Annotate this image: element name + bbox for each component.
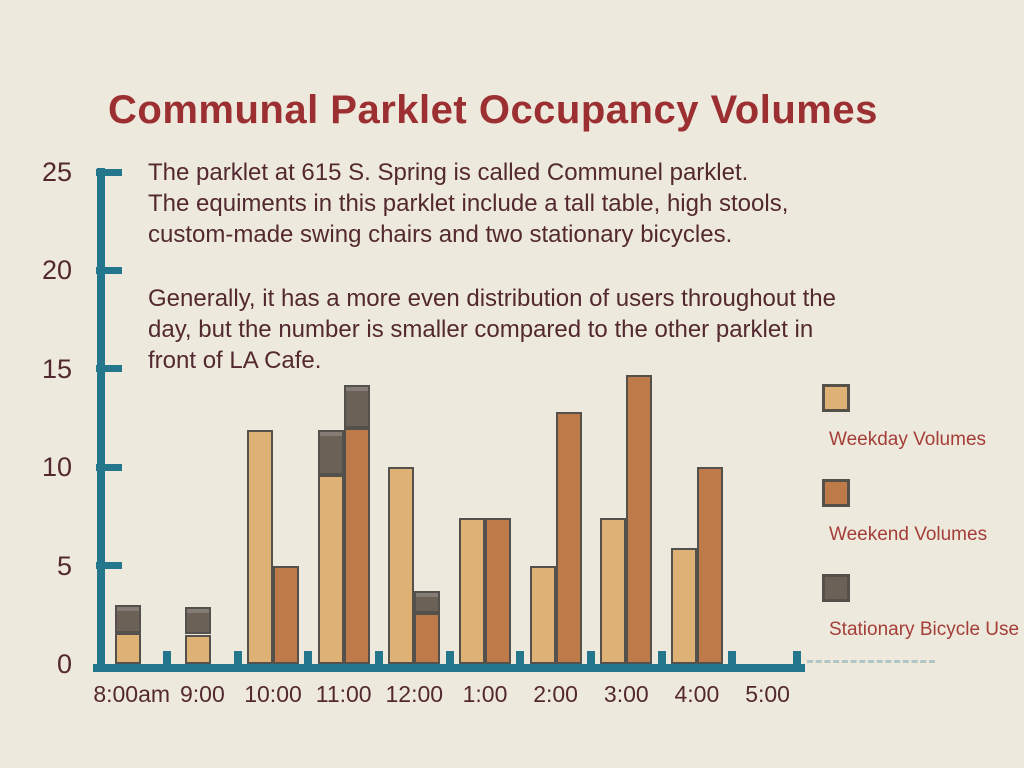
bar-weekday-900 (185, 634, 212, 664)
x-axis-tick (445, 651, 454, 664)
bar-bicycle-on-weekday-900 (185, 606, 212, 635)
legend-item-weekend-volumes: Weekend Volumes (822, 479, 1024, 549)
bar-weekday-1000 (247, 429, 273, 664)
x-axis (93, 664, 805, 672)
bar-bicycle-on-weekend-1100 (343, 384, 370, 428)
x-axis-label: 2:00 (533, 681, 578, 707)
bar-weekend-1200 (414, 612, 441, 664)
bar-weekend-400 (696, 467, 723, 664)
chart-title: Communal Parklet Occupancy Volumes (108, 88, 878, 132)
y-axis-tick (96, 168, 122, 176)
legend-swatch (822, 479, 850, 507)
x-axis-label: 3:00 (603, 681, 649, 707)
bar-weekend-1100 (343, 427, 370, 664)
bar-weekday-200 (529, 565, 556, 664)
x-axis-label: 1:00 (462, 681, 508, 707)
x-axis-tick (375, 651, 383, 664)
x-axis-tick (586, 651, 595, 664)
y-axis-label: 25 (41, 157, 72, 187)
annotation-line: Generally, it has a more even distributi… (148, 285, 836, 312)
y-axis-label: 10 (41, 452, 72, 483)
legend-item-weekday-volumes: Weekday Volumes (822, 384, 1024, 454)
y-axis-tick (96, 562, 122, 570)
x-axis-label: 4:00 (674, 681, 720, 707)
legend-item-stationary-bicycle-use: Stationary Bicycle Use (822, 574, 1024, 644)
legend-label: Stationary Bicycle Use (829, 619, 1020, 640)
x-axis-tick (163, 651, 171, 664)
bar-weekday-1100 (317, 475, 344, 664)
x-axis-label: 8:00am (93, 681, 171, 707)
bar-bicycle-on-weekday-800am (114, 605, 141, 633)
x-axis-tick (233, 651, 242, 664)
y-axis-tick (96, 365, 122, 373)
legend-label: Weekend Volumes (829, 524, 988, 545)
annotation-line: The parklet at 615 S. Spring is called C… (148, 159, 749, 186)
y-axis-label: 20 (41, 255, 72, 286)
bar-weekday-1200 (388, 467, 415, 664)
annotation-paragraph-1: The parklet at 615 S. Spring is called C… (148, 157, 788, 250)
bar-weekend-200 (555, 412, 582, 664)
bar-weekend-1000 (273, 565, 299, 664)
x-axis-tick (657, 651, 666, 664)
x-axis-tick (304, 651, 313, 664)
x-axis-label: 10:00 (244, 681, 302, 707)
y-axis-label: 5 (56, 550, 72, 581)
x-axis-tick (793, 651, 801, 664)
annotation-line: front of LA Cafe. (148, 347, 322, 374)
bar-bicycle-on-weekday-1100 (317, 429, 344, 476)
x-axis-label: 12:00 (385, 681, 444, 707)
bar-weekday-800am (114, 632, 141, 664)
annotation-line: The equiments in this parklet include a … (148, 190, 789, 217)
y-axis-tick (96, 266, 122, 274)
legend-swatch (822, 384, 850, 412)
x-axis-label: 5:00 (745, 681, 790, 707)
y-axis-label: 15 (41, 353, 72, 384)
x-axis-tick (516, 651, 525, 664)
y-axis-label: 0 (56, 649, 72, 679)
annotation-line: day, but the number is smaller compared … (148, 316, 814, 343)
y-axis (97, 168, 105, 672)
x-axis-label: 11:00 (315, 681, 372, 707)
x-axis-tick (728, 651, 737, 664)
x-axis-label: 9:00 (180, 681, 225, 707)
bar-weekend-100 (485, 518, 511, 664)
bar-weekend-300 (626, 374, 653, 664)
bar-weekday-100 (459, 518, 485, 664)
y-axis-tick (96, 463, 122, 471)
bar-weekday-300 (600, 518, 627, 664)
x-axis-dashed-extension (807, 660, 935, 663)
annotation-line: custom-made swing chairs and two station… (148, 221, 733, 248)
bar-bicycle-on-weekend-1200 (414, 591, 441, 613)
annotation-paragraph-2: Generally, it has a more even distributi… (148, 283, 836, 376)
legend-label: Weekday Volumes (829, 429, 987, 450)
bar-weekday-400 (670, 547, 697, 664)
legend-swatch (822, 574, 850, 602)
